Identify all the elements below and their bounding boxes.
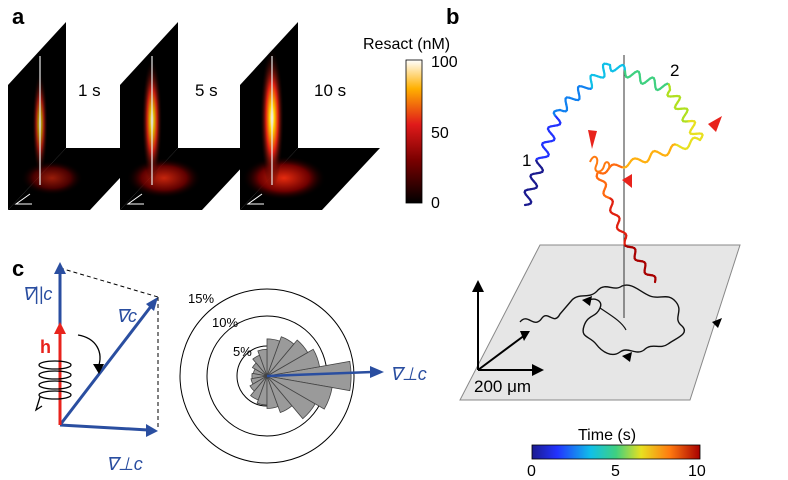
plane-marker-1 [582,296,592,306]
rose-wedge [251,362,268,377]
concentration-view-1 [8,22,148,210]
resact-tick-0: 0 [431,195,440,212]
time-label-1: 1 s [78,81,101,100]
rose-axis-label: ∇⊥c [390,364,427,384]
parallel-label: ∇||c [22,284,52,304]
projected-tail [599,307,627,331]
resact-tick-100: 100 [431,54,458,71]
resact-colorbar [405,59,423,204]
resact-colorbar-title: Resact (nM) [363,36,450,53]
rose-axis-arrow [370,366,384,378]
corner-axes-3 [246,193,264,205]
concentration-view-3 [240,22,380,210]
panel-label-a: a [12,4,25,29]
floor-glow-1 [20,160,84,196]
time-colorbar [531,444,701,460]
floor-glow-3 [242,156,326,200]
plane-marker-3 [622,352,632,362]
rose-wedge [266,360,352,392]
red-arrowhead-1 [588,130,597,149]
dash-top [59,267,159,298]
perp-arrow [146,424,158,437]
corner-axes-1 [14,193,32,205]
plane-marker-2 [712,318,722,328]
time-label-3: 10 s [314,81,346,100]
rose-ring-label-10: 10% [212,315,238,330]
grad-arrow [146,297,158,311]
time-label-2: 5 s [195,81,218,100]
grad-label: ∇c [116,306,137,326]
rose-ring-label-5: 5% [233,344,252,359]
rose-wedge [266,338,281,377]
axis-y-arrow [520,331,530,341]
panel-label-b: b [446,4,459,29]
floor-glow-2 [126,158,202,198]
path-label-2: 2 [670,61,679,80]
time-colorbar-title: Time (s) [578,427,636,444]
axis-y [477,334,526,371]
panel-label-c: c [12,256,24,281]
parallel-arrow [54,262,66,274]
path-label-1: 1 [522,151,531,170]
projected-trajectory [519,284,686,356]
angle-arc-arrow [93,364,104,374]
helix-icon [34,360,72,412]
angle-arc [77,334,101,369]
red-arrowhead-3 [622,174,632,188]
resact-tick-50: 50 [431,125,449,142]
rose-wedge [266,336,295,377]
axis-z-arrow [472,280,484,292]
grad-vector [58,304,154,426]
concentration-view-2 [120,22,260,210]
rose-ring-15 [179,288,355,464]
h-label: h [40,337,51,357]
perp-vector [59,423,149,432]
projection-plane [459,244,741,401]
trajectory-loop [589,155,611,173]
rose-histogram [249,336,352,420]
perp-label: ∇⊥c [106,454,143,474]
concentration-panels [8,22,380,210]
time-tick-5: 5 [611,463,620,480]
scale-label: 200 μm [474,377,531,396]
time-tick-10: 10 [688,463,706,480]
trajectory-3d [523,62,704,284]
rose-wedge [252,354,268,377]
rose-axis-vector [266,370,373,378]
h-arrow [54,322,66,334]
rose-ring-label-15: 15% [188,291,214,306]
axis-x-arrow [532,364,544,376]
corner-axes-2 [126,193,144,205]
time-tick-0: 0 [527,463,536,480]
rose-wedge [266,339,309,377]
rose-wedge [266,375,333,410]
rose-wedge [266,348,321,377]
red-arrowhead-2 [708,116,722,132]
